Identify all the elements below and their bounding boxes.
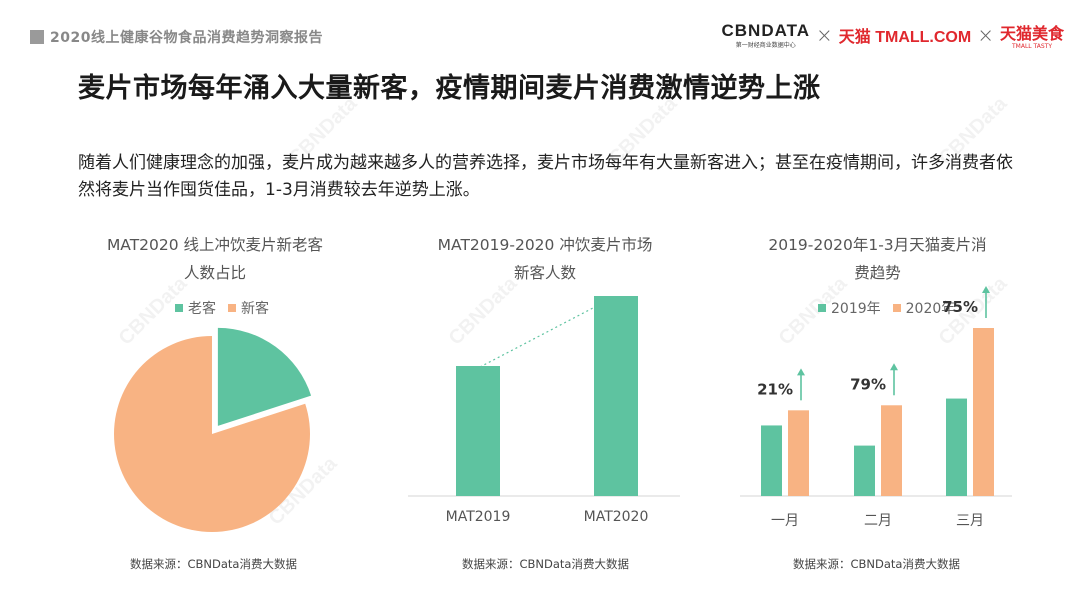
legend-label: 老客 — [188, 301, 216, 317]
legend-swatch-green — [818, 304, 826, 312]
x-tick-label: MAT2019 — [446, 509, 511, 525]
growth-arrow-head-icon — [982, 286, 990, 293]
x-tick-label: 三月 — [956, 513, 984, 529]
report-header: 2020线上健康谷物食品消费趋势洞察报告 — [30, 27, 323, 47]
tmall-food-logo: 天猫美食 TMALL TASTY — [1000, 20, 1064, 50]
pie-chart-title-line2: 人数占比 — [183, 264, 246, 282]
x-tick-label: 一月 — [771, 513, 799, 529]
legend-label: 2019年 — [831, 301, 881, 317]
grouped-bar-chart-title-line2: 费趋势 — [854, 264, 901, 282]
bar-2019年-一月 — [761, 425, 782, 496]
page-description: 随着人们健康理念的加强，麦片成为越来越多人的营养选择，麦片市场每年有大量新客进入… — [78, 153, 1013, 200]
report-title: 2020线上健康谷物食品消费趋势洞察报告 — [50, 30, 323, 46]
pie-slice-new-customers — [113, 336, 310, 532]
tmall-food-logo-subtext: TMALL TASTY — [1012, 43, 1052, 50]
growth-label: 79% — [850, 375, 886, 393]
legend-swatch-green — [175, 304, 183, 312]
bar-connector-dotted-line — [479, 296, 615, 368]
pie-chart-source: 数据来源：CBNData消费大数据 — [130, 557, 297, 571]
growth-label: 75% — [942, 298, 978, 316]
pie-slice-old-customers — [217, 327, 312, 426]
growth-arrow-head-icon — [890, 363, 898, 371]
legend-label: 新客 — [241, 301, 269, 317]
bar-2019年-二月 — [854, 445, 875, 496]
legend-label: 2020年 — [905, 301, 956, 317]
grouped-bar-chart-title-line1: 2019-2020年1-3月天猫麦片消 — [768, 236, 987, 254]
pie-chart-title-line1: MAT2020 线上冲饮麦片新老客 — [106, 236, 324, 254]
legend-item-old-customers: 老客 — [175, 298, 216, 318]
bar-chart-title-line1: MAT2019-2020 冲饮麦片市场 — [437, 236, 653, 254]
bar-chart-title: MAT2019-2020 冲饮麦片市场 新客人数 — [410, 231, 680, 287]
tmall-logo: 天猫 TMALL.COM — [838, 29, 972, 46]
legend-item-new-customers: 新客 — [228, 298, 269, 318]
x-tick-label: 二月 — [864, 513, 892, 529]
cbndata-logo: CBNDATA 第一财经商业数据中心 — [721, 21, 810, 49]
bar-mat2019 — [456, 366, 500, 496]
bar-2020年-三月 — [973, 328, 994, 496]
legend-item-2019: 2019年 — [818, 298, 881, 318]
grouped-bar-chart-title: 2019-2020年1-3月天猫麦片消 费趋势 — [745, 231, 1010, 287]
legend-item-2020: 2020年 — [892, 298, 956, 318]
bar-chart-source: 数据来源：CBNData消费大数据 — [462, 557, 629, 571]
grouped-bar-chart-legend: 2019年 2020年 — [818, 298, 967, 318]
pie-chart-title: MAT2020 线上冲饮麦片新老客 人数占比 — [80, 231, 350, 287]
partner-logos: CBNDATA 第一财经商业数据中心 × 天猫 TMALL.COM × 天猫美食… — [721, 20, 1064, 50]
x-tick-label: MAT2020 — [584, 509, 649, 525]
bar-2020年-二月 — [881, 405, 902, 496]
legend-swatch-orange — [228, 304, 236, 312]
bar-2019年-三月 — [946, 398, 967, 496]
growth-label: 21% — [757, 380, 793, 398]
header-square-icon — [30, 30, 44, 44]
grouped-bar-chart-source: 数据来源：CBNData消费大数据 — [793, 557, 960, 571]
logo-separator-icon: × — [977, 23, 994, 47]
tmall-food-logo-text: 天猫美食 — [999, 24, 1064, 43]
cbndata-logo-subtext: 第一财经商业数据中心 — [735, 42, 796, 49]
bar-mat2020 — [594, 296, 638, 496]
logo-separator-icon: × — [816, 23, 833, 47]
bar-chart-title-line2: 新客人数 — [513, 264, 576, 282]
pie-chart-legend: 老客 新客 — [175, 298, 281, 318]
growth-arrow-head-icon — [797, 368, 805, 376]
page-title: 麦片市场每年涌入大量新客，疫情期间麦片消费激情逆势上涨 — [78, 73, 821, 104]
legend-swatch-orange — [892, 304, 901, 312]
bar-2020年-一月 — [788, 410, 809, 496]
cbndata-logo-text: CBNDATA — [721, 21, 811, 40]
